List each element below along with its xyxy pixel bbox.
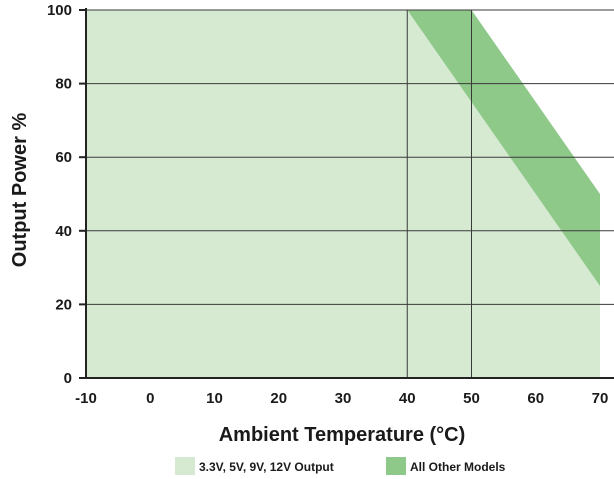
x-tick-label: 30 [335, 390, 352, 407]
legend-item: All Other Models [386, 457, 506, 475]
x-tick-labels: -10 0 10 20 30 40 50 60 70 [75, 390, 608, 407]
y-tick-labels: 0 20 40 60 80 100 [47, 2, 72, 387]
legend-item: 3.3V, 5V, 9V, 12V Output [175, 457, 334, 475]
legend-swatch [386, 457, 406, 475]
legend-label: All Other Models [410, 460, 506, 474]
x-axis-title: Ambient Temperature (°C) [219, 424, 466, 446]
axes [79, 8, 614, 379]
area-3-3v-5v-9v-12v-output [86, 10, 600, 378]
legend: 3.3V, 5V, 9V, 12V Output All Other Models [175, 457, 506, 475]
x-tick-label: 0 [146, 390, 154, 407]
legend-label: 3.3V, 5V, 9V, 12V Output [199, 460, 334, 474]
x-tick-label: -10 [75, 390, 97, 407]
grid-lines [86, 9, 614, 378]
x-tick-label: 60 [527, 390, 544, 407]
y-tick-label: 80 [55, 76, 72, 93]
x-tick-label: 70 [592, 390, 609, 407]
x-tick-label: 50 [463, 390, 480, 407]
x-tick-label: 10 [206, 390, 223, 407]
legend-swatch [175, 457, 195, 475]
y-axis-title: Output Power % [9, 113, 31, 268]
y-tick-label: 40 [55, 223, 72, 240]
y-tick-label: 0 [64, 370, 72, 387]
y-tick-label: 20 [55, 296, 72, 313]
y-tick-label: 60 [55, 149, 72, 166]
x-tick-label: 40 [399, 390, 416, 407]
series-areas [86, 10, 600, 378]
y-tick-label: 100 [47, 2, 72, 19]
x-tick-label: 20 [270, 390, 287, 407]
